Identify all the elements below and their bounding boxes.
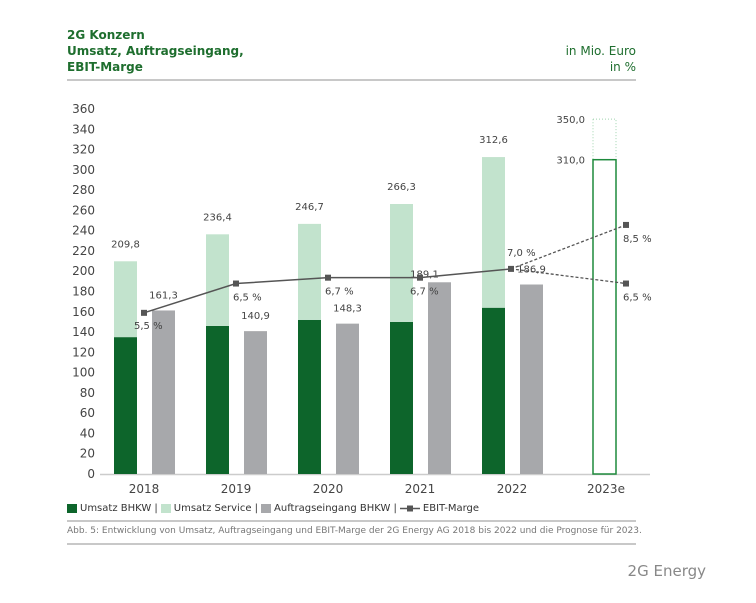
ebit-label: 8,5 % [623, 234, 652, 245]
legend-swatch [261, 504, 272, 513]
ebit-label: 6,5 % [623, 293, 652, 304]
y-tick-label: 40 [80, 426, 95, 440]
unit-left: in Mio. Euro [565, 44, 636, 58]
y-tick-label: 220 [72, 244, 95, 258]
bar-umsatz-bhkw [206, 325, 229, 474]
bar-umsatz-service [390, 204, 413, 322]
bar-umsatz-bhkw [114, 337, 137, 474]
y-tick-label: 260 [72, 203, 95, 217]
y-tick-label: 160 [72, 305, 95, 319]
unit-right: in % [609, 60, 636, 74]
data-label: 350,0 [556, 115, 585, 126]
ebit-forecast-line [510, 268, 627, 285]
forecast-range-bar [592, 118, 617, 161]
x-tick-label: 2021 [405, 482, 436, 496]
data-label: 310,0 [556, 156, 585, 167]
data-label: 246,7 [295, 202, 324, 213]
chart: 0 20 40 60 80 100 120 140 160 180 200 220 240 260 280 3… [72, 102, 652, 496]
legend-label: Umsatz Service | [173, 503, 259, 514]
legend-swatch [160, 504, 171, 513]
bar-auftragseingang [152, 310, 175, 474]
ebit-label: 6,7 % [410, 287, 439, 298]
y-tick-label: 120 [72, 345, 95, 359]
divider [67, 79, 636, 81]
bar-auftragseingang [336, 323, 359, 474]
x-tick-label: 2019 [221, 482, 252, 496]
y-tick-label: 360 [72, 102, 95, 116]
bar-umsatz-service [114, 261, 137, 338]
legend-line-icon [399, 505, 420, 512]
bar-umsatz-service [482, 157, 505, 308]
data-label: 209,8 [111, 239, 140, 250]
y-tick-label: 100 [72, 366, 95, 380]
data-label: 186,9 [517, 265, 546, 276]
legend-label: EBIT-Marge [422, 503, 480, 514]
units: in Mio. Euro in % [566, 43, 636, 75]
x-tick-label: 2020 [313, 482, 344, 496]
ebit-marker [508, 265, 514, 272]
bar-auftragseingang [244, 331, 267, 474]
ebit-label: 6,5 % [233, 293, 262, 304]
title-line: 2G Konzern [67, 28, 145, 42]
y-tick-label: 340 [72, 122, 95, 136]
x-tick-label: 2022 [497, 482, 528, 496]
ebit-marker [141, 309, 147, 316]
y-tick-label: 240 [72, 224, 95, 238]
caption: Abb. 5: Entwicklung von Umsatz, Auftrags… [67, 526, 642, 536]
y-tick-label: 180 [72, 285, 95, 299]
ebit-marker [417, 274, 423, 281]
y-tick-label: 320 [72, 143, 95, 157]
divider [67, 520, 636, 522]
y-tick-label: 140 [72, 325, 95, 339]
ebit-marker [233, 280, 239, 287]
data-label: 236,4 [203, 212, 232, 223]
y-tick-label: 80 [80, 386, 95, 400]
data-label: 312,6 [479, 135, 508, 146]
bar-umsatz-bhkw [390, 321, 413, 474]
data-label: 140,9 [241, 311, 270, 322]
legend-swatch [67, 504, 77, 513]
data-label: 189,1 [410, 269, 439, 280]
bar-auftragseingang [520, 284, 543, 474]
bar-umsatz-service [298, 223, 321, 320]
data-label: 161,3 [149, 290, 178, 301]
bar-auftragseingang [428, 282, 451, 474]
forecast-bar [592, 158, 617, 475]
ebit-marker [623, 280, 629, 287]
title-line: Umsatz, Auftragseingang, [67, 44, 244, 58]
ebit-label: 7,0 % [507, 248, 536, 259]
y-tick-label: 300 [72, 163, 95, 177]
ebit-forecast-line [510, 224, 627, 270]
data-label: 148,3 [333, 304, 362, 315]
divider [67, 543, 636, 545]
bar-umsatz-bhkw [482, 307, 505, 474]
ebit-marker [325, 274, 331, 281]
x-tick-label: 2018 [129, 482, 160, 496]
ebit-marker [623, 221, 629, 228]
bar-umsatz-bhkw [298, 319, 321, 474]
legend-label: Auftragseingang BHKW | [274, 503, 397, 514]
data-label: 266,3 [387, 182, 416, 193]
y-tick-label: 0 [87, 467, 95, 481]
bar-umsatz-service [206, 234, 229, 326]
y-tick-label: 20 [80, 447, 95, 461]
title-line: EBIT-Marge [67, 60, 143, 74]
ebit-label: 5,5 % [134, 321, 163, 332]
x-tick-label: 2023e [587, 482, 625, 496]
y-tick-label: 200 [72, 264, 95, 278]
legend-label: Umsatz BHKW | [80, 503, 158, 514]
legend: Umsatz BHKW | Umsatz Service | Auftragse… [67, 503, 479, 514]
ebit-label: 6,7 % [325, 287, 354, 298]
y-tick-label: 60 [80, 406, 95, 420]
chart-title: 2G Konzern Umsatz, Auftragseingang, EBIT… [67, 27, 244, 75]
brand-logo: 2G Energy [627, 562, 706, 580]
y-tick-label: 280 [72, 183, 95, 197]
